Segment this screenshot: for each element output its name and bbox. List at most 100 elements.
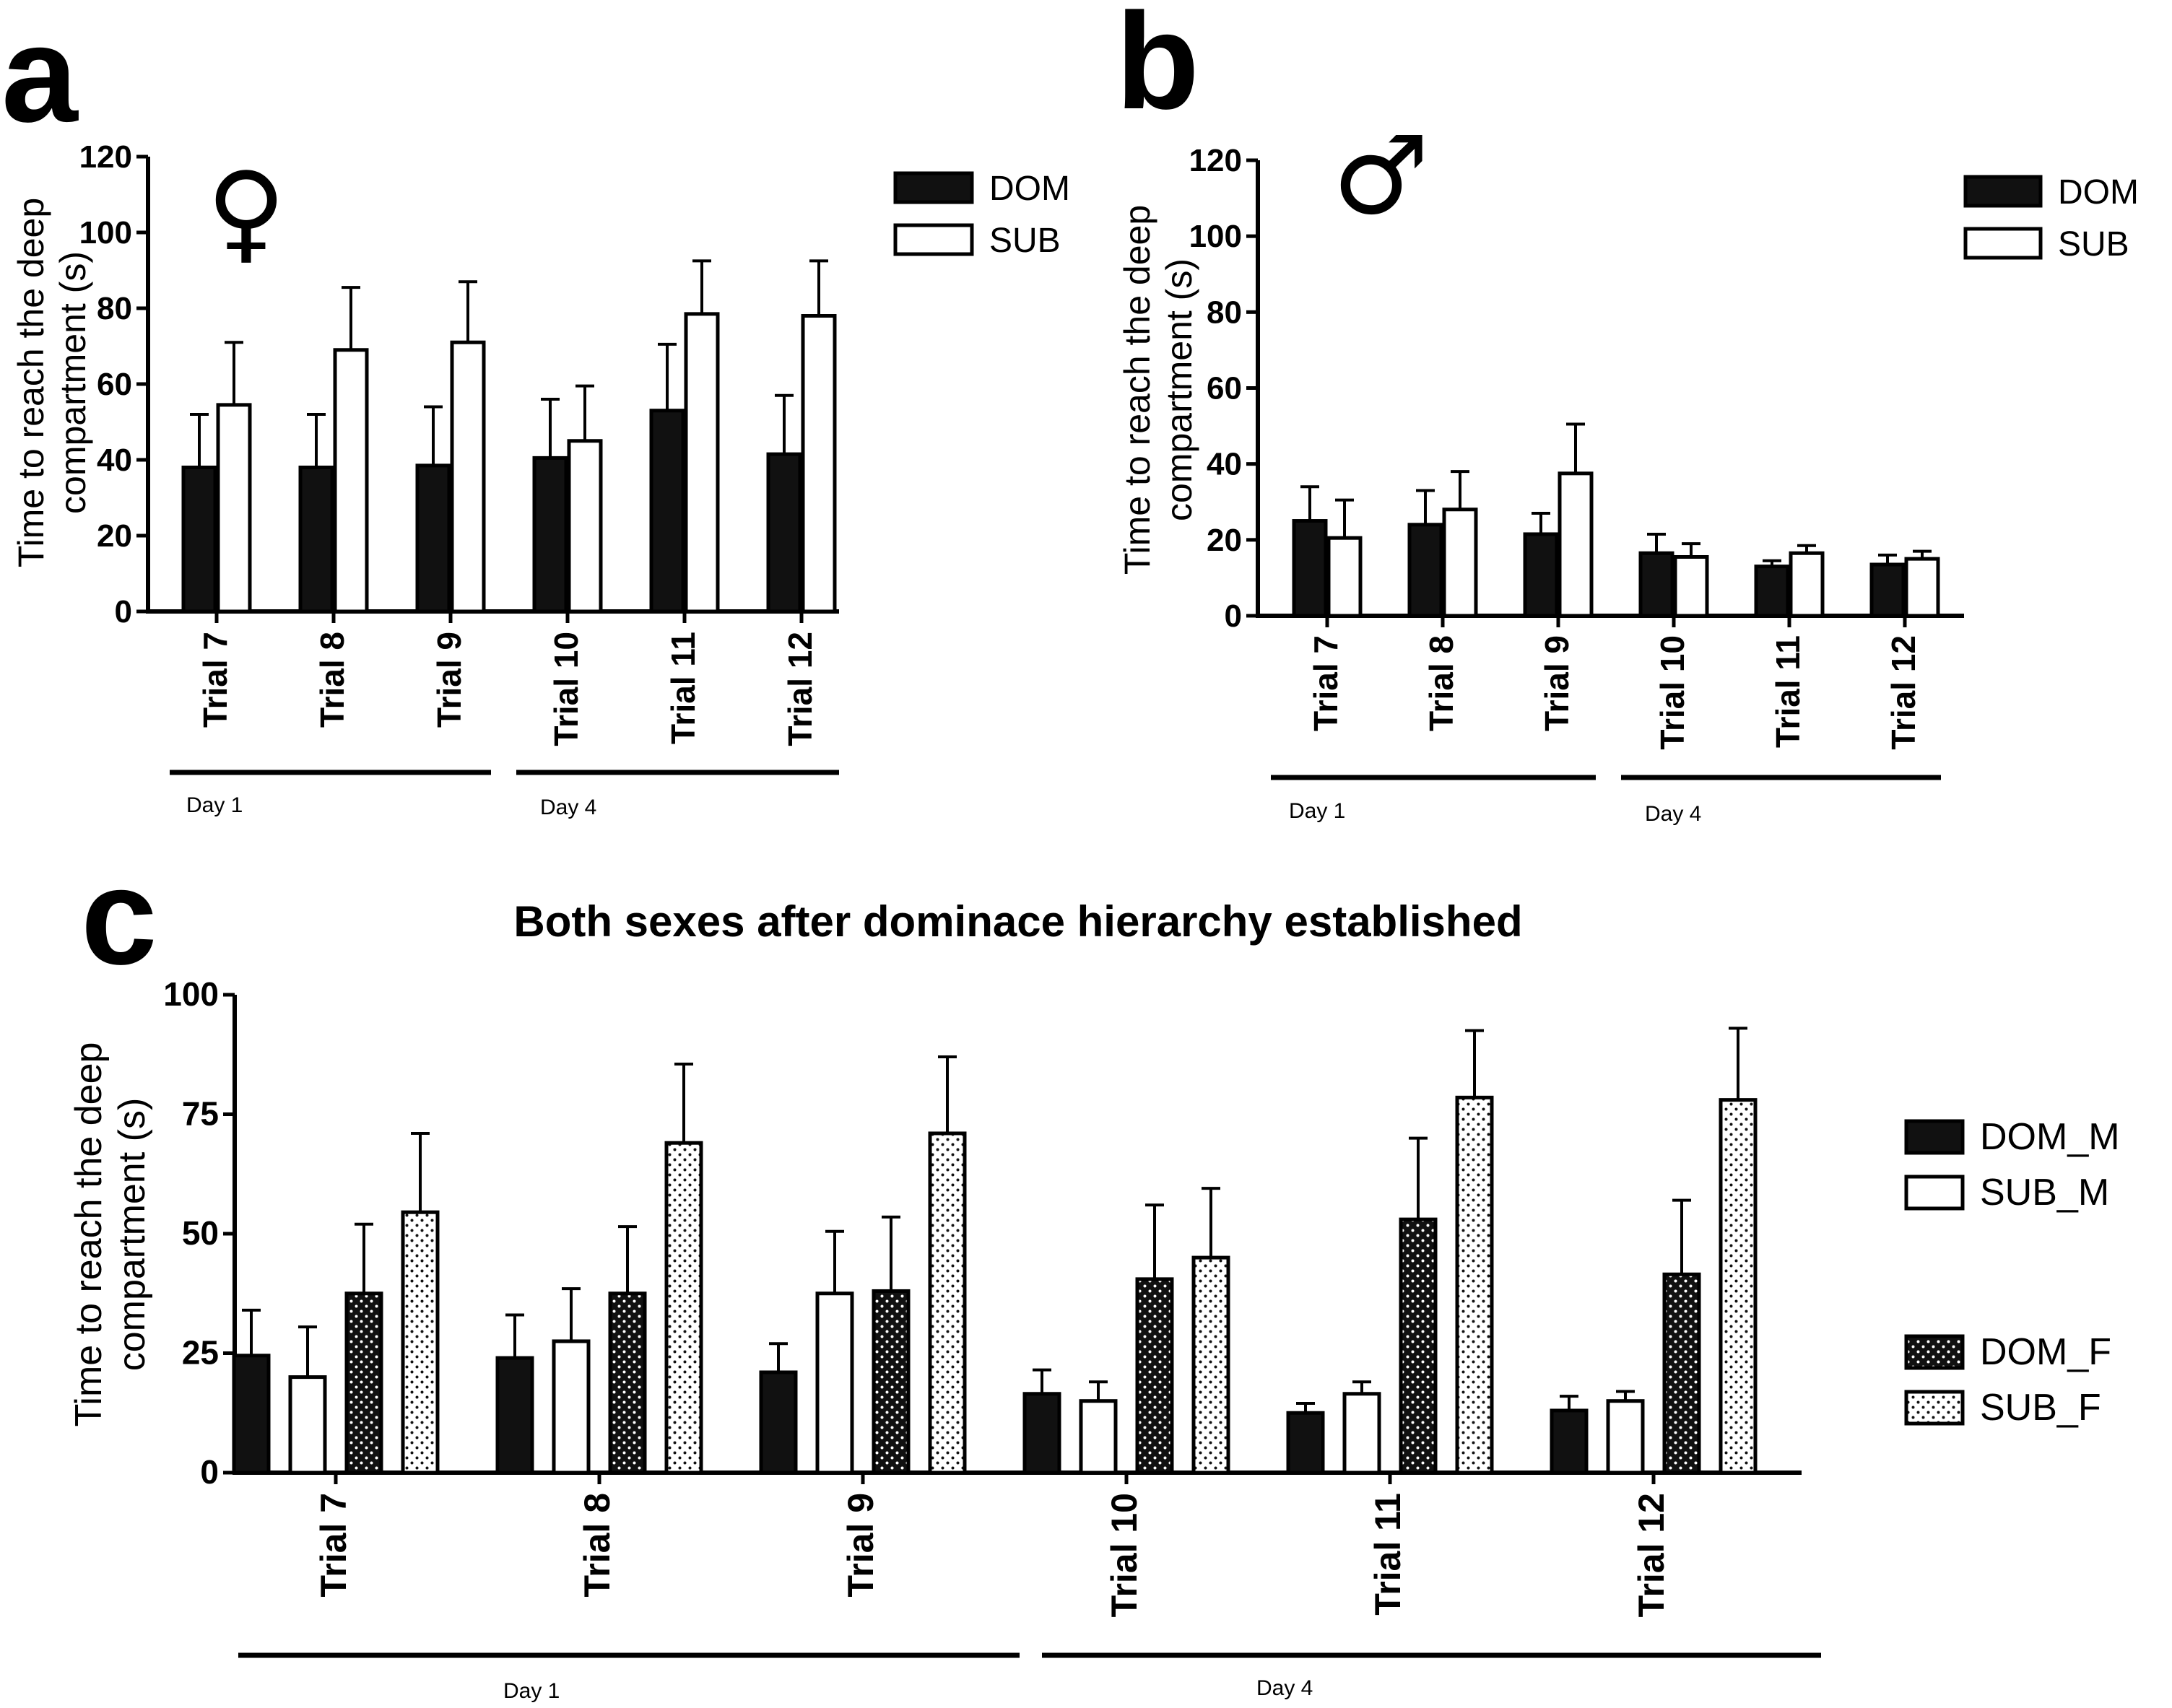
category-label: Trial 10: [547, 632, 585, 746]
bar: [401, 1210, 440, 1475]
y-tick-label: 80: [97, 291, 132, 326]
y-axis-label: Time to reach the deep: [11, 198, 51, 567]
y-tick-label: 0: [1225, 598, 1242, 634]
legend-label: SUB_F: [1980, 1387, 2101, 1429]
bar: [1550, 1408, 1589, 1475]
panel-a-letter: a: [1, 0, 79, 151]
bar: [1638, 551, 1674, 618]
category-label: Trial 9: [430, 632, 468, 728]
category-label: Trial 10: [1104, 1493, 1144, 1617]
y-tick-label: 120: [79, 139, 132, 175]
y-tick-label: 100: [1189, 219, 1242, 254]
panel-b-letter: b: [1116, 0, 1199, 138]
legend-label: DOM_F: [1980, 1331, 2111, 1373]
day-group-label: Day 4: [1645, 802, 1701, 826]
legend-swatch: [1963, 227, 2043, 260]
bar: [1719, 1098, 1758, 1475]
legend-swatch: [1963, 175, 2043, 208]
y-tick-label: 20: [97, 518, 132, 554]
y-tick-label: 75: [182, 1095, 219, 1133]
category-label: Trial 7: [313, 1493, 354, 1598]
bar: [333, 348, 369, 614]
bar: [1869, 562, 1906, 618]
y-tick-label: 60: [97, 367, 132, 402]
bar: [1558, 471, 1594, 618]
bar: [1662, 1272, 1701, 1475]
bar: [232, 1354, 271, 1475]
legend-label: DOM_M: [1980, 1116, 2120, 1158]
category-label: Trial 7: [196, 632, 234, 728]
bar: [1523, 532, 1559, 618]
day-group-label: Day 4: [1256, 1676, 1313, 1700]
category-label: Trial 12: [781, 632, 819, 746]
y-axis-label: Time to reach the deep: [68, 1042, 110, 1427]
bar: [1606, 1399, 1645, 1475]
bar: [216, 403, 252, 614]
legend-swatch: [1904, 1334, 1965, 1370]
category-label: Trial 12: [1631, 1493, 1672, 1617]
y-tick-label: 120: [1189, 143, 1242, 178]
bar: [664, 1141, 703, 1475]
chart-title: Both sexes after dominace hierarchy esta…: [513, 897, 1522, 946]
bar: [928, 1131, 967, 1475]
legend-label: SUB: [989, 222, 1061, 260]
y-tick-label: 0: [115, 594, 132, 629]
y-tick-label: 20: [1207, 523, 1242, 558]
legend-label: DOM: [989, 170, 1070, 208]
category-label: Trial 7: [1307, 635, 1345, 731]
bar: [1022, 1392, 1061, 1475]
y-axis-label: compartment (s): [1159, 258, 1199, 521]
y-tick-label: 25: [182, 1334, 219, 1372]
legend-label: SUB: [2058, 225, 2129, 263]
category-label: Trial 8: [1422, 635, 1460, 731]
bar: [450, 340, 486, 614]
bar: [759, 1370, 798, 1475]
legend-swatch: [1904, 1390, 1965, 1426]
panel-b-chart: Time to reach the deep compartment (s) 0 20…: [1117, 143, 2139, 826]
bar: [1407, 523, 1443, 618]
category-label: Trial 12: [1885, 635, 1922, 750]
bar: [1292, 519, 1328, 618]
panel-c-letter: c: [81, 840, 157, 993]
bar: [1455, 1095, 1494, 1475]
category-label: Trial 10: [1654, 635, 1691, 750]
bar: [766, 452, 802, 614]
day-group-label: Day 1: [186, 793, 243, 817]
bar: [1673, 554, 1709, 618]
bar: [649, 409, 685, 614]
y-axis-label: Time to reach the deep: [1117, 205, 1157, 575]
legend-swatch: [1904, 1175, 1965, 1211]
bar: [1399, 1217, 1438, 1475]
bar: [344, 1291, 383, 1475]
bar: [181, 466, 217, 614]
bar: [1286, 1411, 1325, 1475]
panel-a-chart: Time to reach the deep compartment (s) 0 20…: [11, 139, 1070, 819]
bar: [298, 466, 334, 614]
legend-swatch: [893, 171, 974, 204]
bar: [532, 456, 568, 614]
panel-c-chart: Both sexes after dominace hierarchy esta…: [68, 897, 2120, 1703]
bar: [1754, 565, 1790, 618]
category-label: Trial 11: [1769, 635, 1807, 748]
bar: [495, 1356, 534, 1475]
category-label: Trial 8: [577, 1493, 617, 1598]
y-tick-label: 50: [182, 1214, 219, 1252]
bar: [552, 1339, 591, 1475]
bar: [815, 1291, 854, 1475]
bar: [415, 463, 451, 614]
bar: [1191, 1255, 1230, 1475]
category-label: Trial 9: [1538, 635, 1576, 731]
y-tick-label: 40: [97, 443, 132, 478]
y-axis-label: compartment (s): [111, 1098, 153, 1372]
y-tick-label: 0: [200, 1453, 219, 1491]
day-group-label: Day 1: [1289, 799, 1345, 823]
bar: [872, 1289, 911, 1475]
bar: [288, 1375, 327, 1475]
bar: [608, 1291, 647, 1475]
category-label: Trial 11: [1368, 1493, 1408, 1616]
y-tick-label: 60: [1207, 371, 1242, 406]
bar: [1079, 1399, 1118, 1475]
legend-swatch: [1904, 1119, 1965, 1155]
y-tick-label: 100: [163, 975, 219, 1013]
